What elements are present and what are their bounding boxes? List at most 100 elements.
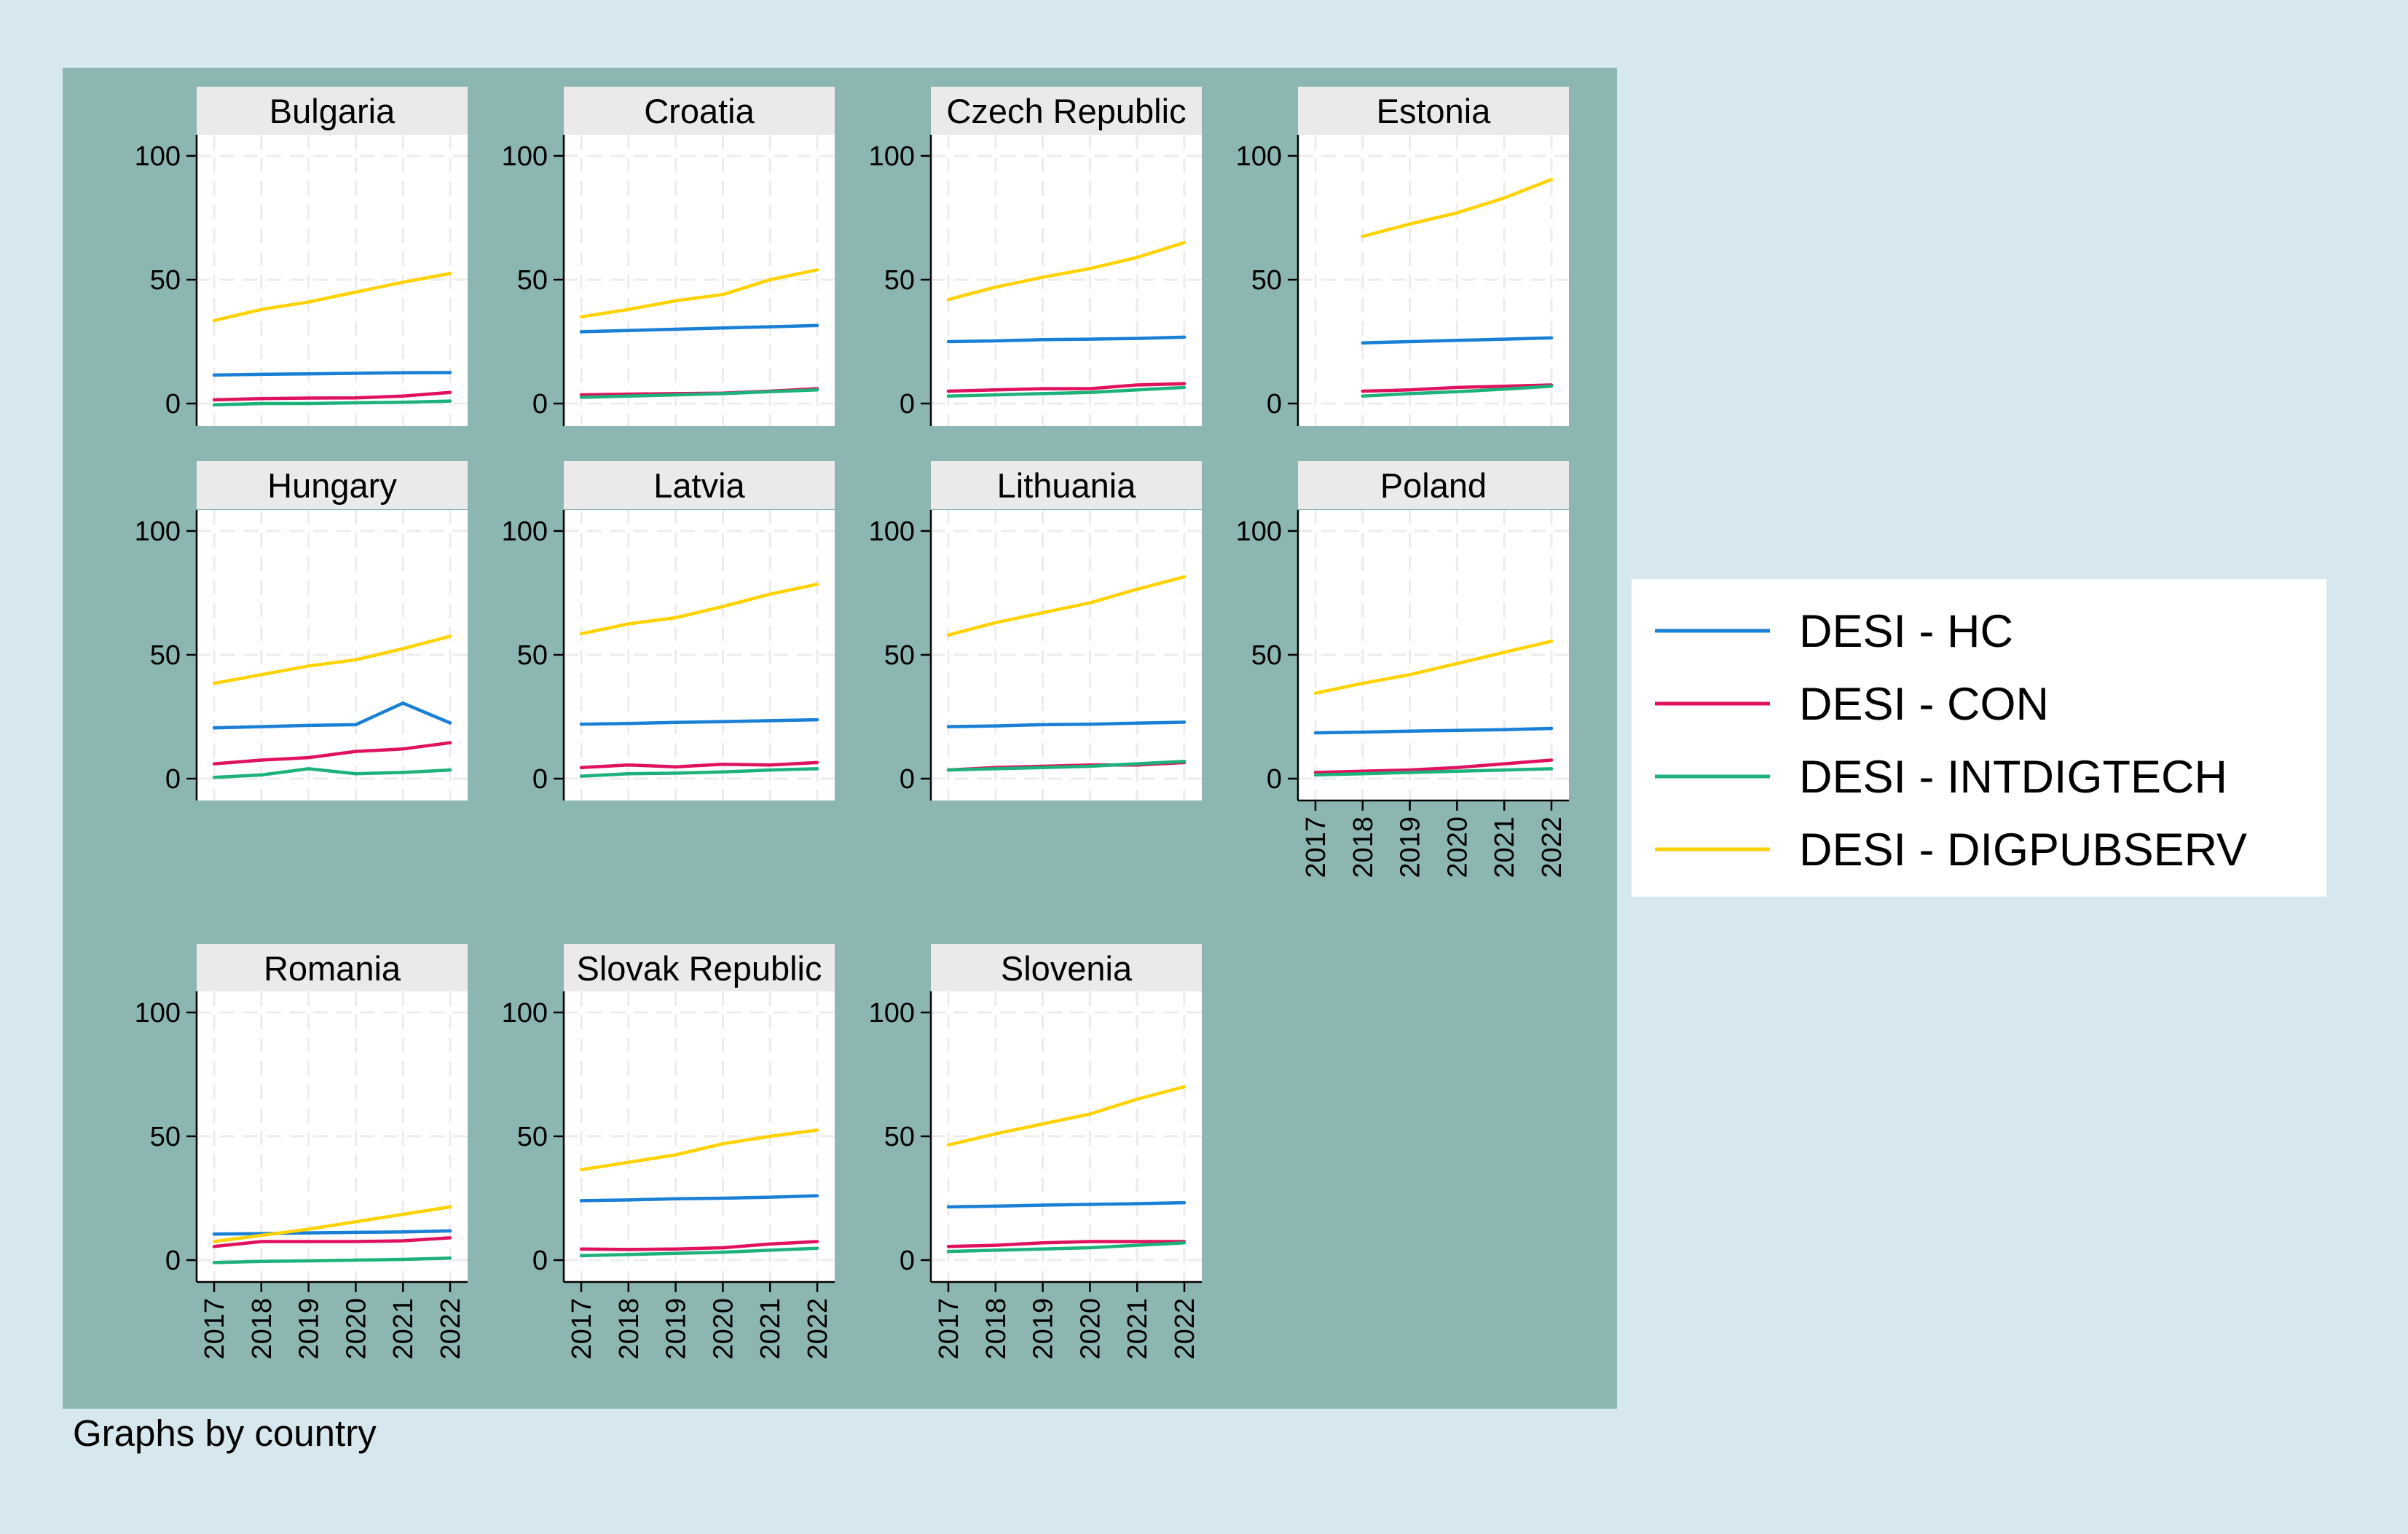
panel-title: Slovenia bbox=[1001, 949, 1133, 988]
panel-title-strip bbox=[564, 461, 835, 509]
x-tick-label: 2017 bbox=[1301, 817, 1331, 878]
panel-romania: Romania 0 50 100 2017 2018 2019 2020 2021 2022 bbox=[135, 944, 468, 1360]
plot-area bbox=[197, 135, 468, 426]
panel-title: Estonia bbox=[1377, 92, 1492, 130]
x-tick-label: 2021 bbox=[755, 1298, 786, 1360]
graph-note: Graphs by country bbox=[73, 1412, 377, 1454]
panel-title-strip bbox=[197, 87, 468, 135]
panel-title: Hungary bbox=[267, 466, 397, 505]
series-line-hc bbox=[212, 1229, 452, 1236]
series-line-hc bbox=[579, 323, 819, 334]
series-line-con bbox=[579, 1240, 819, 1251]
x-tick-label: 2017 bbox=[200, 1298, 230, 1360]
panel-title-strip bbox=[931, 944, 1202, 992]
plot-area bbox=[931, 991, 1202, 1282]
y-tick-label: 100 bbox=[135, 516, 181, 547]
series-line-digpubserv bbox=[212, 1205, 452, 1243]
plot-area bbox=[931, 510, 1202, 801]
series-line-digpubserv bbox=[212, 634, 452, 685]
series-line-con bbox=[1313, 758, 1554, 774]
x-tick-label: 2019 bbox=[1028, 1298, 1059, 1360]
series-line-con bbox=[212, 741, 452, 766]
x-tick-label: 2022 bbox=[803, 1298, 833, 1360]
panel-bulgaria: Bulgaria 0 50 100 bbox=[135, 87, 468, 426]
y-tick-label: 0 bbox=[1267, 764, 1282, 795]
y-tick-label: 100 bbox=[502, 141, 548, 172]
panel-croatia: Croatia 0 50 100 bbox=[502, 87, 835, 426]
series-line-hc bbox=[212, 701, 452, 730]
y-tick-label: 0 bbox=[165, 1246, 181, 1276]
x-tick-label: 2021 bbox=[1490, 817, 1520, 878]
series-line-intdigtech bbox=[946, 759, 1187, 772]
y-tick-label: 100 bbox=[1236, 141, 1282, 172]
series-line-digpubserv bbox=[579, 1128, 819, 1172]
panel-title-strip bbox=[1298, 87, 1569, 135]
legend-item-intdigtech: DESI - INTDIGTECH bbox=[1655, 752, 2227, 803]
y-tick-label: 50 bbox=[150, 1122, 181, 1152]
panel-title: Poland bbox=[1380, 466, 1487, 505]
y-tick-label: 0 bbox=[900, 389, 915, 420]
y-tick-label: 100 bbox=[869, 141, 915, 172]
series-line-intdigtech bbox=[946, 1240, 1187, 1254]
x-tick-label: 2017 bbox=[567, 1298, 597, 1360]
y-tick-label: 50 bbox=[884, 1122, 915, 1152]
plot-area bbox=[1298, 510, 1569, 801]
panel-title-strip bbox=[197, 944, 468, 992]
series-line-digpubserv bbox=[1313, 640, 1554, 695]
series-line-con bbox=[579, 760, 819, 769]
series-line-digpubserv bbox=[946, 240, 1187, 302]
series-line-con bbox=[946, 382, 1187, 393]
y-tick-label: 100 bbox=[869, 516, 915, 547]
panel-poland: Poland 0 50 100 2017 2018 2019 2020 2021 2022 bbox=[1236, 461, 1569, 878]
x-tick-label: 2018 bbox=[614, 1298, 645, 1360]
x-tick-label: 2019 bbox=[294, 1298, 325, 1360]
x-tick-label: 2020 bbox=[1442, 817, 1473, 878]
panel-title: Croatia bbox=[644, 92, 755, 130]
y-tick-label: 0 bbox=[165, 764, 181, 795]
y-tick-label: 0 bbox=[900, 764, 915, 795]
y-tick-label: 50 bbox=[517, 640, 548, 671]
x-tick-label: 2017 bbox=[934, 1298, 964, 1360]
y-tick-label: 100 bbox=[135, 998, 181, 1028]
x-tick-label: 2021 bbox=[1122, 1298, 1153, 1360]
panel-slovenia: Slovenia 0 50 100 2017 2018 2019 2020 2021 2022 bbox=[869, 944, 1202, 1360]
legend-item-digpubserv: DESI - DIGPUBSERV bbox=[1655, 825, 2247, 876]
plot-area bbox=[197, 510, 468, 801]
legend-label-digpubserv: DESI - DIGPUBSERV bbox=[1799, 825, 2247, 876]
panel-title-strip bbox=[197, 461, 468, 509]
panel-title-strip bbox=[1298, 461, 1569, 509]
panel-estonia: Estonia 0 50 100 bbox=[1236, 87, 1569, 426]
plot-area bbox=[564, 135, 835, 426]
series-line-intdigtech bbox=[946, 385, 1187, 398]
series-line-hc bbox=[579, 717, 819, 726]
legend: DESI - HC DESI - CON DESI - INTDIGTECH DESI… bbox=[1632, 579, 2326, 897]
panel-title-strip bbox=[931, 87, 1202, 135]
y-tick-label: 50 bbox=[517, 1122, 548, 1152]
y-tick-label: 50 bbox=[1251, 265, 1282, 296]
legend-item-hc: DESI - HC bbox=[1655, 606, 2013, 657]
y-tick-label: 100 bbox=[502, 516, 548, 547]
series-line-intdigtech bbox=[212, 767, 452, 779]
y-tick-label: 50 bbox=[150, 640, 181, 671]
series-line-intdigtech bbox=[212, 399, 452, 406]
panel-title: Lithuania bbox=[997, 466, 1137, 505]
plot-area bbox=[931, 135, 1202, 426]
x-tick-label: 2020 bbox=[708, 1298, 739, 1360]
series-line-intdigtech bbox=[579, 388, 819, 399]
panel-hungary: Hungary 0 50 100 bbox=[135, 461, 468, 801]
legend-label-hc: DESI - HC bbox=[1799, 606, 2013, 657]
plot-area bbox=[564, 991, 835, 1282]
x-tick-label: 2019 bbox=[1396, 817, 1426, 878]
series-line-con bbox=[946, 1240, 1187, 1248]
x-tick-label: 2020 bbox=[341, 1298, 371, 1360]
y-tick-label: 50 bbox=[517, 265, 548, 296]
series-line-intdigtech bbox=[212, 1256, 452, 1264]
x-tick-label: 2018 bbox=[981, 1298, 1012, 1360]
legend-label-intdigtech: DESI - INTDIGTECH bbox=[1799, 752, 2227, 803]
x-tick-label: 2018 bbox=[1348, 817, 1379, 878]
y-tick-label: 0 bbox=[532, 764, 548, 795]
x-tick-label: 2020 bbox=[1075, 1298, 1106, 1360]
panel-lithuania: Lithuania 0 50 100 bbox=[869, 461, 1202, 801]
